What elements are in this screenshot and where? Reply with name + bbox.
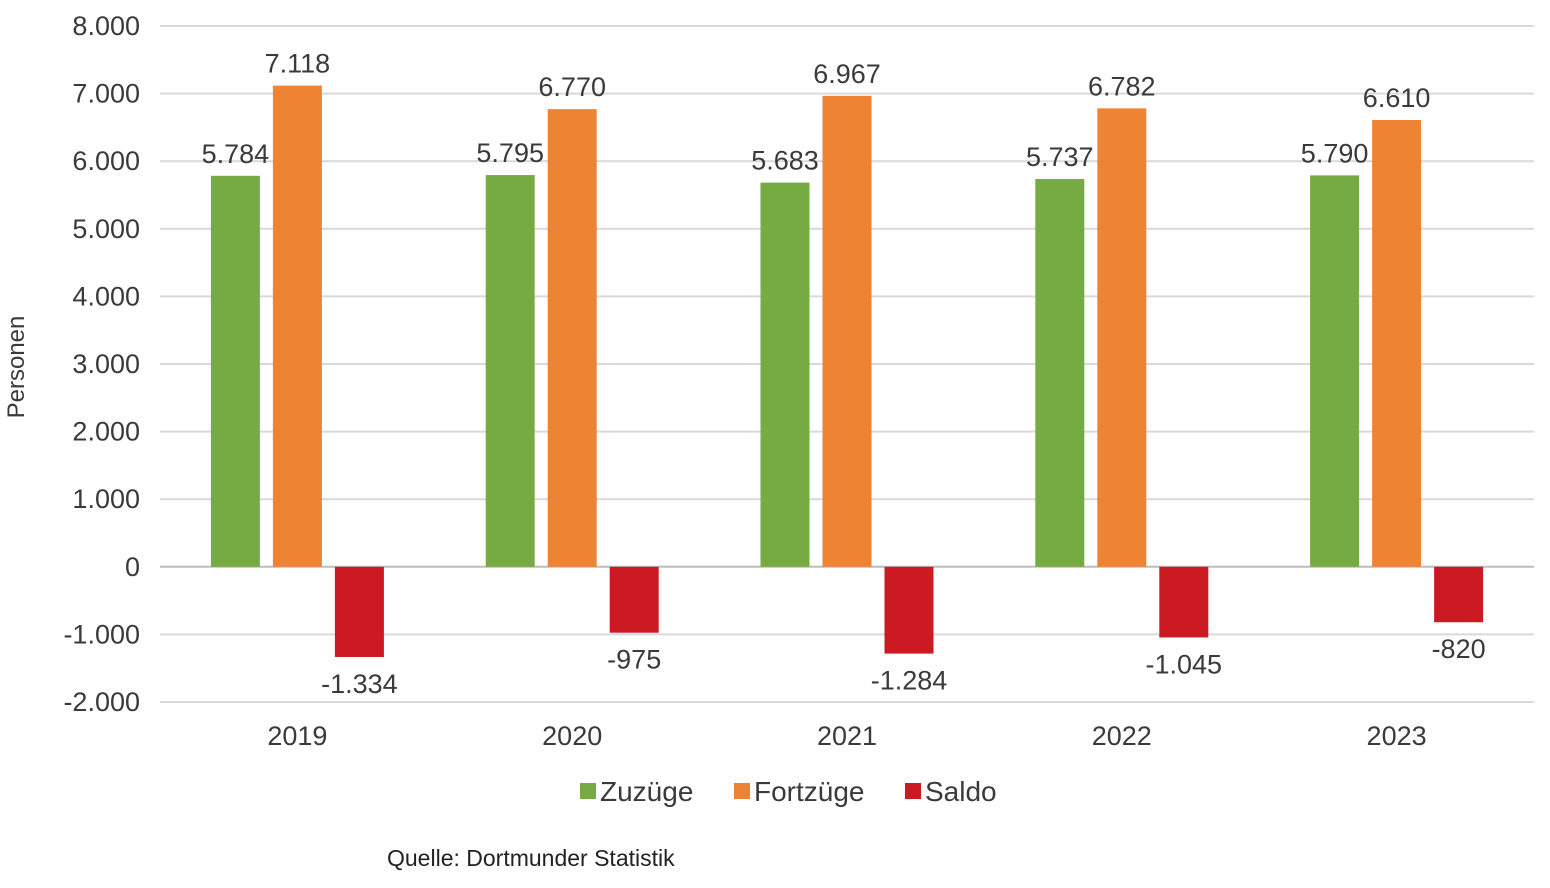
legend-label: Fortzüge xyxy=(754,776,865,807)
data-label: 5.784 xyxy=(202,139,270,169)
y-tick-label: 6.000 xyxy=(72,146,140,176)
bar xyxy=(822,95,872,567)
bar xyxy=(760,182,810,567)
bar xyxy=(1097,108,1147,567)
legend: Zuzüge Fortzüge Saldo xyxy=(580,776,997,807)
bar xyxy=(272,85,322,567)
legend-label: Saldo xyxy=(925,776,997,807)
data-label: 7.118 xyxy=(265,49,331,79)
bar xyxy=(1159,566,1209,638)
bar xyxy=(210,175,260,567)
bar xyxy=(334,566,384,657)
y-tick-label: 8.000 xyxy=(72,11,140,41)
y-tick-label: -1.000 xyxy=(63,619,140,649)
data-label: -975 xyxy=(607,645,661,675)
y-tick-label: 2.000 xyxy=(72,417,140,447)
bar xyxy=(1035,178,1085,567)
y-tick-label: 7.000 xyxy=(72,79,140,109)
data-label: 5.737 xyxy=(1026,142,1094,172)
data-label: -820 xyxy=(1432,634,1486,664)
legend-item: Saldo xyxy=(905,776,997,807)
y-tick-label: 3.000 xyxy=(72,349,140,379)
legend-label: Zuzüge xyxy=(600,776,693,807)
source-note: Quelle: Dortmunder Statistik xyxy=(387,845,675,871)
y-tick-label: 4.000 xyxy=(72,281,140,311)
x-tick-label: 2020 xyxy=(542,721,602,751)
data-label: -1.334 xyxy=(321,669,398,699)
x-axis-tick-labels: 2019 2020 2021 2022 2023 xyxy=(267,721,1426,751)
bar xyxy=(1372,119,1422,567)
y-tick-label: -2.000 xyxy=(63,687,140,717)
data-label: -1.284 xyxy=(871,666,948,696)
x-tick-label: 2021 xyxy=(817,721,877,751)
bar xyxy=(547,109,597,567)
data-label: 5.683 xyxy=(751,146,819,176)
bar xyxy=(485,175,535,567)
x-tick-label: 2019 xyxy=(267,721,327,751)
bars xyxy=(210,85,1484,657)
y-tick-label: 5.000 xyxy=(72,214,140,244)
bar xyxy=(1434,566,1484,623)
legend-item: Fortzüge xyxy=(734,776,865,807)
data-label: 6.610 xyxy=(1363,83,1431,113)
data-label: 5.795 xyxy=(476,138,544,168)
data-label: -1.045 xyxy=(1146,649,1223,679)
data-label: 6.782 xyxy=(1088,71,1156,101)
y-axis-label: Personen xyxy=(3,316,30,419)
y-axis-tick-labels: 8.000 7.000 6.000 5.000 4.000 3.000 2.000 1.000… xyxy=(63,11,140,717)
data-label: 5.790 xyxy=(1301,138,1369,168)
y-tick-label: 0 xyxy=(125,552,140,582)
legend-swatch xyxy=(734,783,750,799)
legend-swatch xyxy=(580,783,596,799)
x-tick-label: 2022 xyxy=(1092,721,1152,751)
legend-swatch xyxy=(905,783,921,799)
data-label: 6.770 xyxy=(538,72,606,102)
y-tick-label: 1.000 xyxy=(72,484,140,514)
data-labels: 5.784 7.118 -1.334 5.795 6.770 -975 5.683 6.967… xyxy=(202,49,1486,699)
data-label: 6.967 xyxy=(813,59,881,89)
x-tick-label: 2023 xyxy=(1367,721,1427,751)
bar xyxy=(609,566,659,633)
legend-item: Zuzüge xyxy=(580,776,693,807)
bar xyxy=(884,566,934,654)
bar xyxy=(1310,175,1360,567)
